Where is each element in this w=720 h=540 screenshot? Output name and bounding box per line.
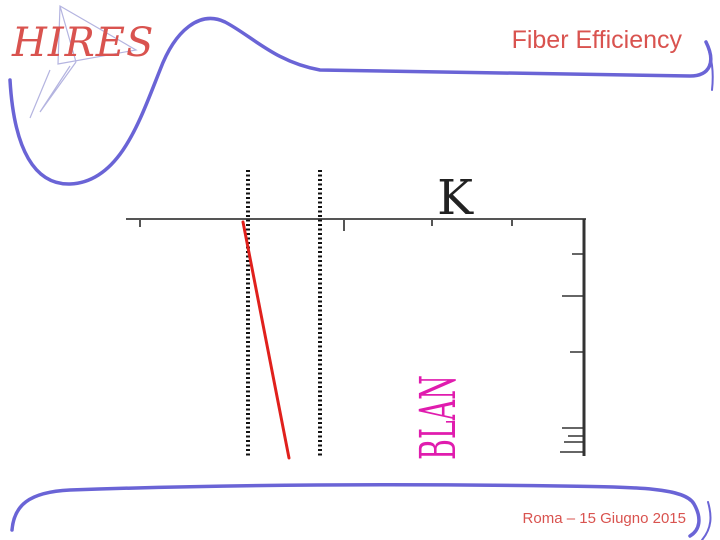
logo-text: HIRES (12, 20, 155, 66)
paper-plane-icon (29, 4, 138, 119)
red-trace (241, 220, 291, 460)
slide-footer: Roma – 15 Giugno 2015 (522, 510, 686, 527)
bottom-swoosh-line (10, 483, 701, 538)
top-swoosh-line (8, 16, 713, 186)
label-blan: BLAN (409, 375, 467, 460)
bottom-swoosh-tail (701, 501, 712, 540)
top-swoosh-tail (705, 41, 714, 91)
label-k: K (437, 170, 474, 226)
slide-title: Fiber Efficiency (511, 26, 682, 54)
